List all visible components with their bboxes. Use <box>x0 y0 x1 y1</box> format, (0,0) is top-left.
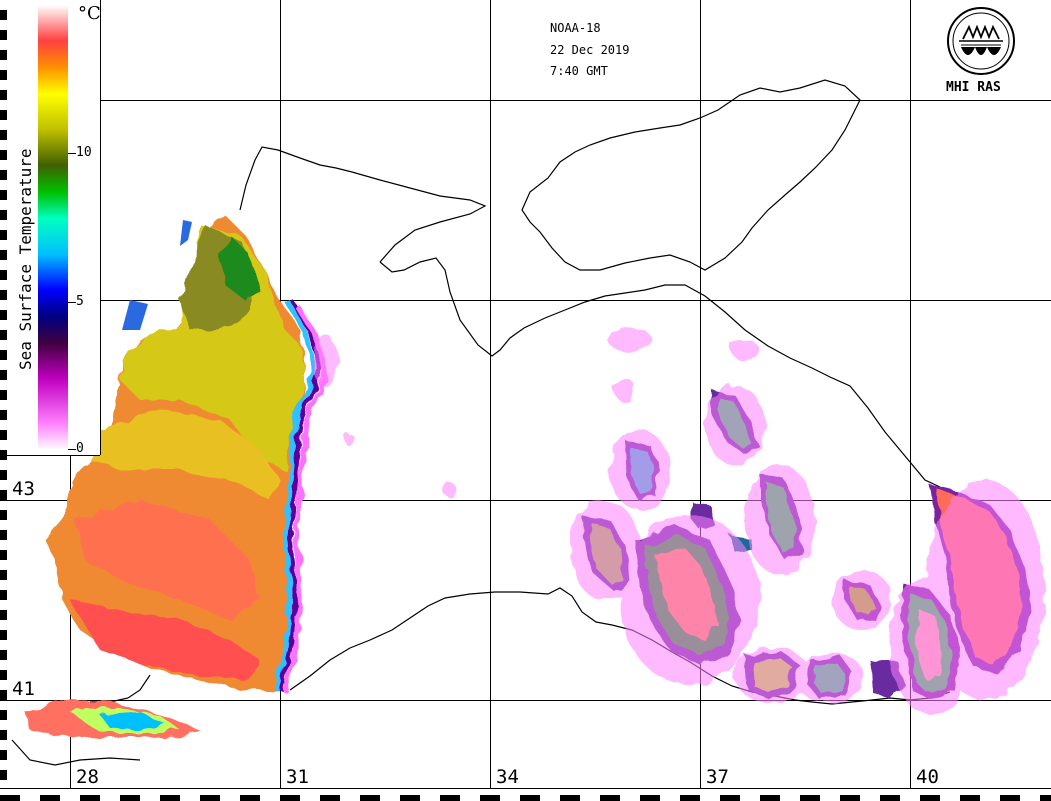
color-scale <box>0 0 101 456</box>
scale-tick-5: 5 <box>76 294 84 309</box>
satellite-label: NOAA-18 <box>550 21 601 35</box>
mhi-ras-emblem-icon <box>947 7 1015 75</box>
lon-label-34: 34 <box>496 766 519 788</box>
lon-label-28: 28 <box>76 766 99 788</box>
left-ruler <box>0 10 7 780</box>
scale-title: Sea Surface Temperature <box>16 148 35 370</box>
turkey-coastline <box>289 587 951 705</box>
lat-label-41: 41 <box>12 678 35 700</box>
bottom-ruler <box>0 788 1051 801</box>
crimea-azov-coastline <box>239 79 941 488</box>
scale-tick-0: 0 <box>76 441 84 456</box>
sst-marmara <box>25 700 200 738</box>
sst-east-halo <box>313 328 1045 715</box>
lon-label-37: 37 <box>706 766 729 788</box>
date-label: 22 Dec 2019 <box>550 43 630 57</box>
scale-unit: °C <box>78 3 101 24</box>
scale-bar <box>38 5 68 450</box>
scale-tick-10: 10 <box>76 145 92 160</box>
time-label: 7:40 GMT <box>550 64 608 78</box>
lat-label-43: 43 <box>12 478 35 500</box>
sst-coastal-lagoons <box>122 220 192 330</box>
lon-label-31: 31 <box>286 766 309 788</box>
sst-west-shelf <box>45 215 305 690</box>
lon-label-40: 40 <box>916 766 939 788</box>
logo-text: MHI RAS <box>946 80 1001 95</box>
